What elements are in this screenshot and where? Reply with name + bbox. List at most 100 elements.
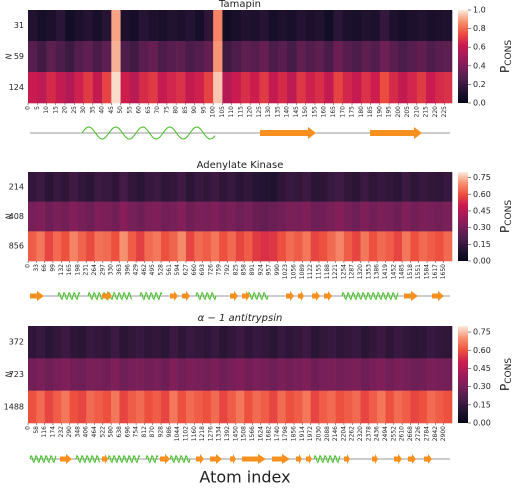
heat-cell (61, 172, 70, 202)
colorbar (458, 172, 468, 261)
heat-cell (361, 72, 371, 104)
x-tick-label: 25 (71, 106, 78, 114)
heat-cell (294, 201, 303, 232)
heat-cell (296, 72, 307, 104)
heat-cell (269, 390, 278, 424)
heat-cell (194, 358, 203, 391)
heat-cell (111, 326, 120, 359)
heat-cell (65, 10, 75, 42)
x-tick-label: 95 (200, 106, 207, 114)
colorbar-label-sub: CONS (504, 200, 514, 226)
y-tick-label: 59 (14, 52, 24, 61)
heat-cell (335, 172, 345, 202)
heat-cell (148, 41, 158, 73)
heat-cell (435, 172, 444, 202)
heat-cell (250, 41, 260, 73)
heat-cell (427, 326, 436, 359)
heat-cell (61, 201, 70, 232)
strand (102, 454, 108, 464)
colorbar-tick-label: 0.30 (473, 382, 491, 391)
x-tick-label: 58 (33, 426, 40, 434)
heat-cell (435, 10, 445, 42)
heat-cell (69, 358, 79, 391)
heat-cell (69, 231, 79, 262)
heat-cell (402, 201, 411, 232)
x-tick-label: 726 (207, 264, 214, 276)
heat-cell (244, 390, 253, 424)
strand (432, 291, 444, 301)
x-tick-label: 1276 (207, 426, 214, 441)
heat-cell (296, 10, 307, 42)
x-tick-label: 2668 (407, 426, 414, 441)
x-tick-label: 1617 (432, 264, 439, 279)
heat-cell (144, 390, 154, 424)
heat-cell (277, 358, 287, 391)
x-tick-label: 2320 (357, 426, 364, 441)
heat-cell (219, 231, 228, 262)
heat-cell (129, 10, 140, 42)
x-tick-label: 1160 (191, 426, 198, 441)
heat-cell (185, 390, 195, 424)
x-tick-label: 145 (293, 106, 300, 118)
x-tick-label: 522 (99, 426, 106, 438)
heat-cell (250, 72, 260, 104)
heat-cell (102, 201, 112, 232)
heat-cell (402, 358, 411, 391)
x-axis-label: Atom index (199, 468, 290, 487)
colorbar-label-sub: CONS (504, 40, 514, 66)
heat-cell (285, 231, 295, 262)
y-tick-label: 1488 (4, 402, 24, 411)
x-tick-label: 2030 (315, 426, 322, 441)
colorbar-tick-label: 0.15 (473, 240, 491, 249)
heat-cell (185, 326, 195, 359)
strand (196, 454, 204, 464)
heat-cell (402, 231, 411, 262)
heat-cell (268, 72, 279, 104)
chart-title: Tamapin (218, 0, 261, 10)
heat-cell (377, 172, 386, 202)
heat-cell (385, 172, 395, 202)
heat-cell (435, 358, 444, 391)
heat-cell (185, 201, 195, 232)
heat-cell (86, 201, 95, 232)
heat-cell (444, 72, 453, 104)
x-tick-label: 200 (395, 106, 402, 118)
x-tick-label: 110 (228, 106, 235, 118)
heat-cell (185, 172, 195, 202)
heat-cell (398, 10, 408, 42)
heat-cell (144, 358, 154, 391)
heat-cell (227, 326, 237, 359)
x-tick-label: 20 (62, 106, 69, 114)
heat-cell (407, 10, 418, 42)
heat-cell (111, 172, 120, 202)
x-tick-label: 330 (108, 264, 115, 276)
x-tick-label: 1450 (232, 426, 239, 441)
colorbar-label: PCONS (498, 358, 514, 391)
heat-cell (194, 10, 205, 42)
heat-cell (203, 72, 214, 104)
x-tick-label: 15 (52, 106, 59, 114)
heat-cell (443, 172, 453, 202)
x-tick-label: 140 (284, 106, 291, 118)
heat-cell (259, 41, 269, 73)
heat-cell (335, 326, 345, 359)
chart-title: Adenylate Kinase (197, 160, 284, 171)
heat-cell (231, 41, 242, 73)
heat-cell (219, 358, 228, 391)
heat-cell (370, 41, 381, 73)
heat-cell (318, 358, 328, 391)
heat-cell (427, 172, 436, 202)
colorbar-tick-label: 0.60 (473, 346, 491, 355)
heat-cell (305, 10, 316, 42)
x-tick-label: 1650 (440, 264, 447, 279)
x-tick-label: 225 (441, 106, 448, 118)
heat-cell (269, 326, 278, 359)
colorbar-tick-label: 0.2 (473, 80, 486, 89)
heat-cell (202, 201, 212, 232)
heat-cell (259, 10, 269, 42)
heat-cell (92, 10, 103, 42)
heat-cell (144, 231, 154, 262)
heat-cell (260, 201, 270, 232)
colorbar (458, 10, 468, 103)
heat-cell (127, 172, 137, 202)
